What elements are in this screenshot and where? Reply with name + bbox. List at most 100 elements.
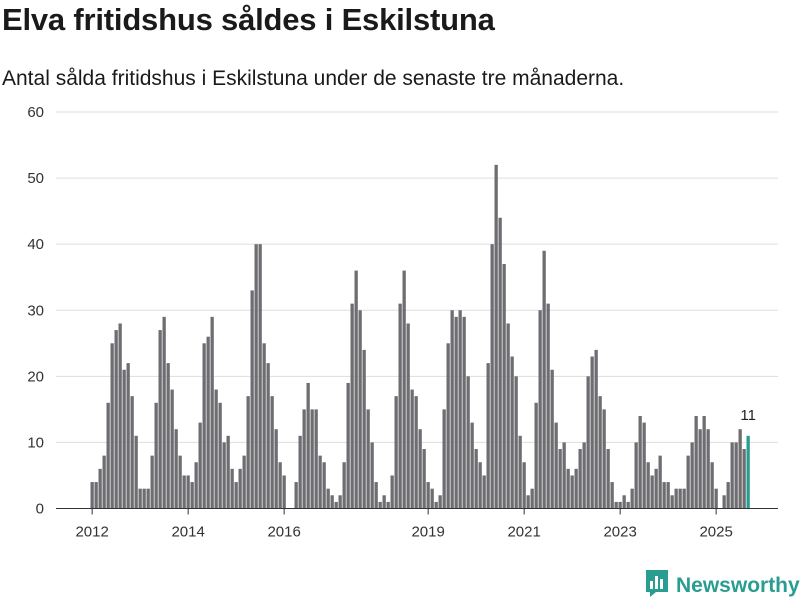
bar [702, 415, 706, 509]
x-tick-label: 2019 [411, 524, 444, 541]
bar [566, 468, 570, 509]
bar [418, 429, 422, 509]
annotations: 11 [740, 407, 756, 424]
bar [382, 495, 386, 509]
bar [642, 422, 646, 509]
bar [214, 389, 218, 509]
bar [698, 429, 702, 509]
bar [602, 409, 606, 509]
bar [206, 336, 210, 509]
bar [522, 462, 526, 509]
bar [186, 475, 190, 509]
bar [482, 475, 486, 509]
bar [450, 310, 454, 509]
x-tick-label: 2014 [171, 524, 204, 541]
bar [658, 455, 662, 509]
bar [486, 363, 490, 509]
bar [198, 422, 202, 509]
bar [654, 468, 658, 509]
y-tick-label: 20 [27, 368, 44, 385]
bars [90, 164, 750, 509]
bar [326, 488, 330, 509]
y-tick-label: 0 [36, 501, 44, 518]
bar [570, 475, 574, 509]
bar [730, 442, 734, 509]
bar [210, 316, 214, 509]
bar [262, 343, 266, 509]
y-tick-label: 40 [27, 236, 44, 253]
bar [266, 363, 270, 509]
bar [102, 455, 106, 509]
brand-name: Newsworthy [676, 573, 800, 597]
bar [182, 475, 186, 509]
bar [742, 449, 746, 509]
bar [226, 435, 230, 509]
bar [282, 475, 286, 509]
bar [174, 429, 178, 509]
bar [446, 343, 450, 509]
bar [462, 316, 466, 509]
bar [158, 330, 162, 509]
bar [110, 343, 114, 509]
bar [318, 455, 322, 509]
bar [138, 488, 142, 509]
bar [646, 462, 650, 509]
bar [170, 389, 174, 509]
bar [342, 462, 346, 509]
y-tick-label: 30 [27, 302, 44, 319]
bar [670, 495, 674, 509]
bar [722, 495, 726, 509]
bar [594, 349, 598, 509]
highlight-data-label: 11 [740, 407, 756, 424]
bar [126, 363, 130, 509]
bar [614, 501, 618, 509]
bar [662, 482, 666, 509]
bar [606, 449, 610, 509]
bar [394, 396, 398, 509]
x-tick-label: 2021 [507, 524, 540, 541]
bar [178, 455, 182, 509]
bar [586, 376, 590, 509]
bar [678, 488, 682, 509]
bar [366, 409, 370, 509]
bar [598, 396, 602, 509]
bar [474, 449, 478, 509]
bar [426, 482, 430, 509]
bar [122, 369, 126, 509]
bar [346, 382, 350, 509]
bar [550, 369, 554, 509]
bar [686, 455, 690, 509]
bar [310, 409, 314, 509]
bar [246, 396, 250, 509]
bar [222, 442, 226, 509]
bar [314, 409, 318, 509]
bar [574, 468, 578, 509]
bar [94, 482, 98, 509]
bar [190, 482, 194, 509]
bar [150, 455, 154, 509]
bar [142, 488, 146, 509]
chart-subtitle: Antal sålda fritidshus i Eskilstuna unde… [2, 67, 625, 90]
bar [546, 303, 550, 509]
bar [538, 310, 542, 509]
chart-title: Elva fritidshus såldes i Eskilstuna [2, 2, 495, 37]
x-tick-label: 2016 [267, 524, 300, 541]
bar [154, 402, 158, 509]
bar [738, 429, 742, 509]
bar [114, 330, 118, 509]
bar [690, 442, 694, 509]
bar [542, 250, 546, 509]
bar [618, 501, 622, 509]
bar [434, 501, 438, 509]
bar [322, 462, 326, 509]
bar [626, 501, 630, 509]
bar [682, 488, 686, 509]
bar [498, 217, 502, 509]
bar [378, 501, 382, 509]
x-tick-label: 2023 [603, 524, 636, 541]
bar [242, 455, 246, 509]
bar [674, 488, 678, 509]
bar [422, 449, 426, 509]
bar [518, 435, 522, 509]
